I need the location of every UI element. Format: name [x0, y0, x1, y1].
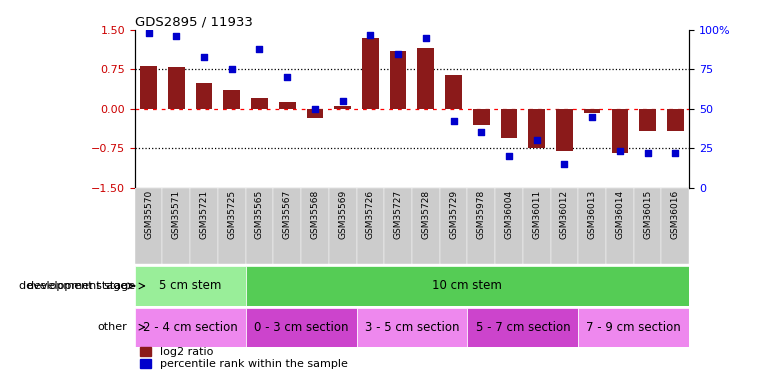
Bar [135, 266, 246, 306]
Text: GSM36004: GSM36004 [504, 190, 514, 239]
Point [309, 106, 321, 112]
Bar [306, 109, 323, 118]
Text: GSM35568: GSM35568 [310, 190, 320, 239]
Text: GSM35978: GSM35978 [477, 190, 486, 239]
Bar [329, 188, 357, 264]
Text: 2 - 4 cm section: 2 - 4 cm section [142, 321, 238, 334]
Text: GSM36015: GSM36015 [643, 190, 652, 239]
Bar [246, 266, 689, 306]
Text: GSM36014: GSM36014 [615, 190, 624, 239]
Bar [440, 188, 467, 264]
Bar [140, 66, 157, 109]
Bar [190, 188, 218, 264]
Point [503, 153, 515, 159]
Point [447, 118, 460, 124]
Text: GDS2895 / 11933: GDS2895 / 11933 [135, 16, 253, 29]
Bar [334, 106, 351, 109]
Text: GSM35726: GSM35726 [366, 190, 375, 239]
Text: GSM36011: GSM36011 [532, 190, 541, 239]
Point [475, 129, 487, 135]
Bar [556, 109, 573, 151]
Point [198, 54, 210, 60]
Point [226, 66, 238, 72]
Point [558, 161, 571, 167]
Text: GSM36012: GSM36012 [560, 190, 569, 239]
Text: GSM36016: GSM36016 [671, 190, 680, 239]
Text: GSM35725: GSM35725 [227, 190, 236, 239]
Bar [551, 188, 578, 264]
Bar [445, 75, 462, 109]
Bar [667, 109, 684, 131]
Point [586, 114, 598, 120]
Bar [634, 188, 661, 264]
Bar [523, 188, 551, 264]
Text: GSM35565: GSM35565 [255, 190, 264, 239]
Point [253, 46, 266, 52]
Bar [246, 308, 357, 347]
Bar [495, 188, 523, 264]
Text: other: other [97, 322, 127, 332]
Bar [467, 188, 495, 264]
Text: GSM35570: GSM35570 [144, 190, 153, 239]
Text: GSM35567: GSM35567 [283, 190, 292, 239]
Bar [639, 109, 656, 131]
Text: 5 - 7 cm section: 5 - 7 cm section [476, 321, 570, 334]
Bar [467, 308, 578, 347]
Point [336, 98, 349, 104]
Text: GSM35721: GSM35721 [199, 190, 209, 239]
Bar [279, 102, 296, 109]
Text: 7 - 9 cm section: 7 - 9 cm section [586, 321, 681, 334]
Legend: log2 ratio, percentile rank within the sample: log2 ratio, percentile rank within the s… [140, 347, 348, 369]
Point [614, 148, 626, 154]
Point [641, 150, 654, 156]
Point [170, 33, 182, 39]
Bar [162, 188, 190, 264]
Bar [606, 188, 634, 264]
Bar [168, 67, 185, 109]
Text: GSM36013: GSM36013 [588, 190, 597, 239]
Bar [473, 109, 490, 124]
Text: 0 - 3 cm section: 0 - 3 cm section [254, 321, 348, 334]
Bar [196, 82, 213, 109]
Bar [661, 188, 689, 264]
Point [392, 51, 404, 57]
Text: GSM35727: GSM35727 [393, 190, 403, 239]
Point [669, 150, 681, 156]
Point [531, 137, 543, 143]
Bar [584, 109, 601, 113]
Bar [528, 109, 545, 148]
Bar [611, 109, 628, 153]
Text: GSM35729: GSM35729 [449, 190, 458, 239]
Bar [384, 188, 412, 264]
Bar [251, 98, 268, 109]
Text: GSM35728: GSM35728 [421, 190, 430, 239]
Bar [578, 188, 606, 264]
Text: 5 cm stem: 5 cm stem [159, 279, 222, 292]
Text: GSM35569: GSM35569 [338, 190, 347, 239]
Text: 10 cm stem: 10 cm stem [433, 279, 502, 292]
Bar [301, 188, 329, 264]
Bar [218, 188, 246, 264]
Bar [362, 38, 379, 109]
Point [281, 74, 293, 80]
Text: 3 - 5 cm section: 3 - 5 cm section [365, 321, 459, 334]
Point [142, 30, 155, 36]
Bar [223, 90, 240, 109]
Bar [246, 188, 273, 264]
Bar [417, 48, 434, 109]
Bar [135, 308, 246, 347]
Text: development stage: development stage [19, 281, 127, 291]
Text: development stage: development stage [27, 281, 135, 291]
Bar [390, 51, 407, 109]
Bar [135, 188, 162, 264]
Bar [273, 188, 301, 264]
Bar [500, 109, 517, 138]
Point [420, 35, 432, 41]
Bar [578, 308, 689, 347]
Bar [412, 188, 440, 264]
Bar [357, 308, 467, 347]
Point [364, 32, 377, 38]
Text: GSM35571: GSM35571 [172, 190, 181, 239]
Bar [357, 188, 384, 264]
